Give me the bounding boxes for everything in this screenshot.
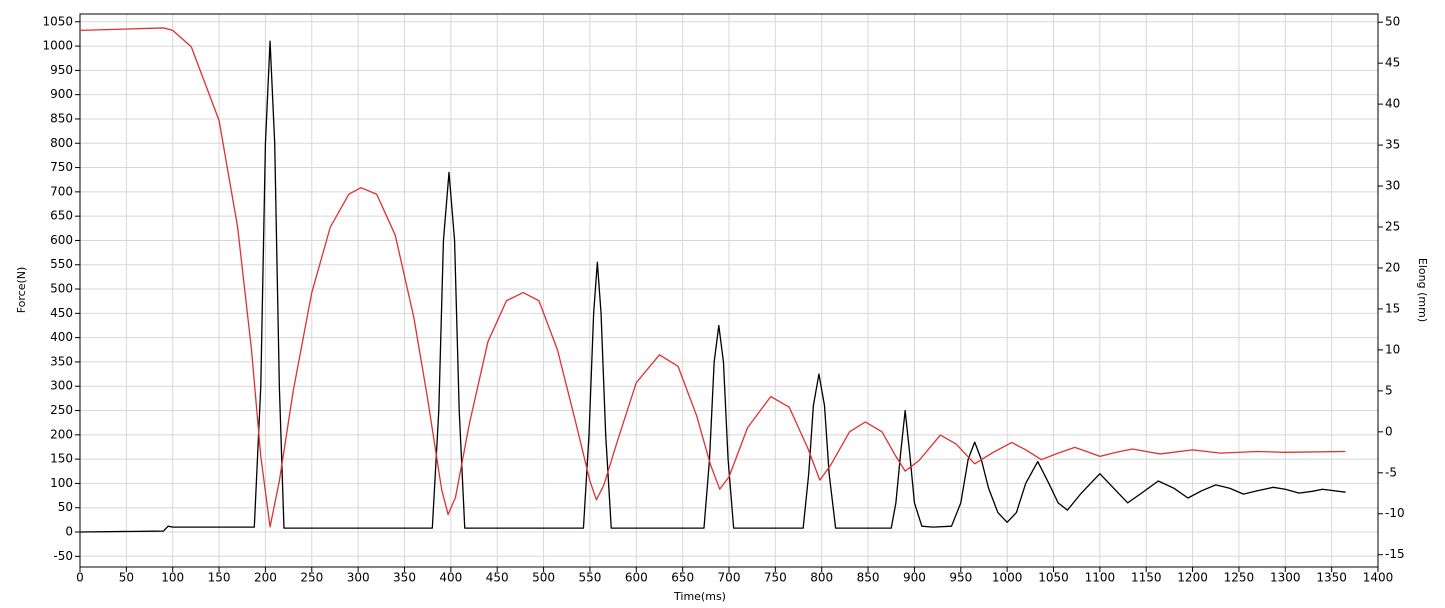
y-tick-label: 200 [50, 427, 73, 441]
y-tick-label: 700 [50, 184, 73, 198]
x-tick-label: 1400 [1363, 571, 1394, 585]
x-tick-label: 500 [532, 571, 555, 585]
x-tick-label: 1300 [1270, 571, 1301, 585]
data-line [79, 40, 1346, 533]
y-tick-label: 750 [50, 160, 73, 174]
y2-tick-label: 10 [1385, 342, 1400, 356]
x-tick-label: 300 [347, 571, 370, 585]
x-axis-label: Time(ms) [673, 590, 726, 603]
y-tick-label: 50 [58, 500, 73, 514]
x-tick-label: 600 [625, 571, 648, 585]
y-tick-label: 850 [50, 111, 73, 125]
y2-tick-label: 40 [1385, 97, 1400, 111]
y-tick-label: 400 [50, 330, 73, 344]
y-tick-label: 1000 [42, 39, 73, 53]
x-tick-label: 150 [208, 571, 231, 585]
y-tick-label: 650 [50, 209, 73, 223]
y2-tick-label: 0 [1385, 424, 1393, 438]
x-tick-label: 900 [903, 571, 926, 585]
x-tick-label: 450 [486, 571, 509, 585]
x-tick-label: 200 [254, 571, 277, 585]
x-tick-label: 850 [857, 571, 880, 585]
y2-tick-label: -10 [1385, 506, 1405, 520]
x-tick-label: 1150 [1131, 571, 1162, 585]
y2-tick-label: 30 [1385, 179, 1400, 193]
y-tick-label: 450 [50, 306, 73, 320]
x-tick-label: 1100 [1085, 571, 1116, 585]
y-tick-label: 250 [50, 403, 73, 417]
x-tick-label: 350 [393, 571, 416, 585]
y2-tick-label: 15 [1385, 301, 1400, 315]
x-tick-label: 750 [764, 571, 787, 585]
y2-tick-label: 50 [1385, 15, 1400, 29]
y-tick-label: 0 [65, 525, 73, 539]
x-tick-label: 1250 [1224, 571, 1255, 585]
y2-tick-label: -5 [1385, 465, 1397, 479]
y-tick-label: 150 [50, 452, 73, 466]
y2-tick-label: 25 [1385, 220, 1400, 234]
x-tick-label: 800 [810, 571, 833, 585]
y-tick-label: 900 [50, 87, 73, 101]
y-tick-label: 950 [50, 63, 73, 77]
y-tick-label: 350 [50, 354, 73, 368]
y-tick-label: 500 [50, 282, 73, 296]
x-tick-label: 250 [300, 571, 323, 585]
y-tick-label: 800 [50, 136, 73, 150]
x-tick-label: 100 [161, 571, 184, 585]
y-tick-label: 1050 [42, 14, 73, 28]
y-tick-label: 300 [50, 379, 73, 393]
x-tick-label: 950 [949, 571, 972, 585]
plot-frame [79, 13, 1379, 568]
x-tick-label: 50 [119, 571, 134, 585]
y2-tick-label: -15 [1385, 547, 1405, 561]
x-tick-label: 550 [578, 571, 601, 585]
x-tick-label: 700 [718, 571, 741, 585]
x-tick-label: 1200 [1177, 571, 1208, 585]
x-tick-label: 650 [671, 571, 694, 585]
y2-tick-label: 45 [1385, 56, 1400, 70]
y2-axis-label: Elong (mm) [1416, 258, 1429, 322]
x-tick-label: 400 [439, 571, 462, 585]
y-tick-label: 100 [50, 476, 73, 490]
x-tick-label: 1000 [992, 571, 1023, 585]
y-tick-label: 600 [50, 233, 73, 247]
x-tick-label: 0 [76, 571, 84, 585]
y-tick-label: -50 [53, 549, 73, 563]
y2-tick-label: 20 [1385, 260, 1400, 274]
x-tick-label: 1050 [1038, 571, 1069, 585]
x-tick-label: 1350 [1316, 571, 1347, 585]
y-axis-label: Force(N) [15, 267, 28, 314]
y2-tick-label: 5 [1385, 383, 1393, 397]
y2-tick-label: 35 [1385, 138, 1400, 152]
data-line [79, 27, 1346, 528]
y-tick-label: 550 [50, 257, 73, 271]
